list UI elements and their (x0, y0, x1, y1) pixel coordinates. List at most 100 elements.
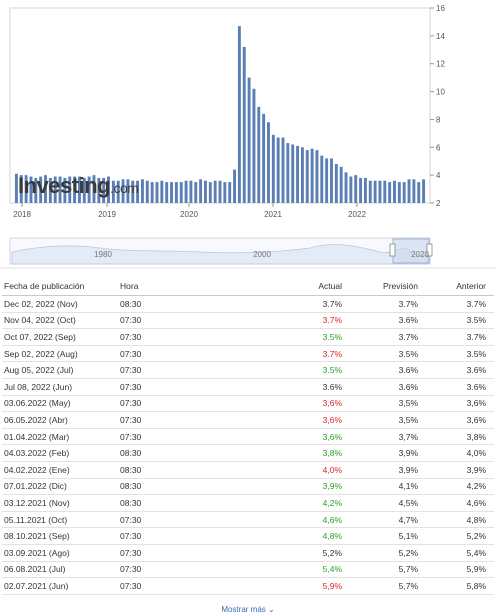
cell-prevision: 3.6% (350, 312, 426, 330)
bar (223, 182, 227, 203)
cell-hora: 08:30 (118, 444, 202, 462)
bar (252, 88, 256, 203)
cell-anterior: 3,6% (426, 411, 494, 429)
bar (354, 175, 358, 203)
header-anterior[interactable]: Anterior (426, 277, 494, 296)
bar (19, 175, 23, 203)
bar (325, 158, 329, 203)
cell-fecha: Oct 07, 2022 (Sep) (2, 328, 118, 346)
cell-actual: 3.7% (202, 345, 350, 363)
cell-hora: 07:30 (118, 312, 202, 330)
navigator-tick-label: 1980 (94, 250, 112, 259)
cell-actual: 3,9% (202, 478, 350, 496)
cell-actual: 3.7% (202, 295, 350, 313)
bar (92, 175, 96, 203)
bar (286, 143, 290, 203)
table-row: 07.01.2022 (Dic) 08:30 3,9% 4,1% 4,2% (2, 478, 494, 496)
cell-actual: 4,8% (202, 527, 350, 545)
y-tick-label: 12 (436, 60, 445, 69)
bar (44, 175, 47, 203)
bar (330, 158, 333, 203)
cell-anterior: 3.7% (426, 328, 494, 346)
cell-fecha: 03.09.2021 (Ago) (2, 544, 118, 562)
bar (363, 177, 367, 203)
bar (174, 182, 178, 203)
cell-actual: 5,4% (202, 561, 350, 579)
cell-prevision: 3,9% (350, 461, 426, 479)
table-row: 04.02.2022 (Ene) 08:30 4,0% 3,9% 3,9% (2, 461, 494, 479)
bar (48, 177, 52, 203)
cell-prevision: 3.6% (350, 378, 426, 396)
header-fecha[interactable]: Fecha de publicación (2, 277, 118, 296)
bar (24, 175, 28, 203)
bar (233, 169, 236, 203)
cell-fecha: Aug 05, 2022 (Jul) (2, 361, 118, 379)
cell-anterior: 3,9% (426, 461, 494, 479)
cell-hora: 07:30 (118, 395, 202, 413)
x-tick-label: 2021 (264, 210, 282, 219)
bar-chart[interactable]: 2 4 6 8 10 12 14 16 2018 2019 2020 2021 2022 1980 20… (0, 0, 496, 270)
bar (68, 176, 72, 203)
bar (102, 177, 106, 203)
cell-prevision: 4,5% (350, 494, 426, 512)
cell-anterior: 5,9% (426, 561, 494, 579)
navigator-tick-label: 2000 (253, 250, 271, 259)
cell-anterior: 4,8% (426, 511, 494, 529)
header-hora[interactable]: Hora (118, 277, 202, 296)
navigator-handle-left (389, 243, 396, 257)
bar (383, 180, 387, 203)
cell-prevision: 4,7% (350, 511, 426, 529)
bar (213, 180, 217, 203)
show-more-link[interactable]: Mostrar más ⌄ (221, 605, 275, 614)
bar (170, 182, 173, 203)
bar (397, 182, 401, 203)
x-tick-label: 2019 (98, 210, 116, 219)
cell-actual: 3,8% (202, 444, 350, 462)
cell-actual: 3.5% (202, 328, 350, 346)
cell-hora: 07:30 (118, 411, 202, 429)
table-row: 08.10.2021 (Sep) 07:30 4,8% 5,1% 5,2% (2, 527, 494, 545)
bar (257, 106, 261, 203)
chart-area[interactable]: 2 4 6 8 10 12 14 16 2018 2019 2020 2021 2022 1980 20… (0, 0, 496, 270)
table-row: 05.11.2021 (Oct) 07:30 4,6% 4,7% 4,8% (2, 511, 494, 529)
table-row: Nov 04, 2022 (Oct) 07:30 3.7% 3.6% 3.5% (2, 312, 494, 330)
header-prevision[interactable]: Previsión (350, 277, 426, 296)
bar (131, 180, 135, 203)
cell-actual: 3,6% (202, 428, 350, 446)
table-row: Aug 05, 2022 (Jul) 07:30 3.5% 3.6% 3.6% (2, 361, 494, 379)
cell-prevision: 3.7% (350, 328, 426, 346)
y-tick-label: 16 (436, 4, 445, 13)
cell-hora: 07:30 (118, 428, 202, 446)
cell-fecha: Sep 02, 2022 (Aug) (2, 345, 118, 363)
cell-fecha: 06.05.2022 (Abr) (2, 411, 118, 429)
bar (344, 172, 348, 203)
bar (63, 177, 67, 203)
bar (58, 176, 62, 203)
table-row: 06.05.2022 (Abr) 07:30 3,6% 3,5% 3,6% (2, 411, 494, 429)
cell-actual: 3.6% (202, 378, 350, 396)
y-tick-label: 8 (436, 115, 441, 124)
cell-fecha: 06.08.2021 (Jul) (2, 561, 118, 579)
header-actual[interactable]: Actual (202, 277, 350, 296)
navigator-tick-label: 2020 (411, 250, 429, 259)
bar (359, 177, 363, 203)
bar (276, 137, 280, 203)
bar (291, 144, 295, 203)
cell-actual: 3,6% (202, 411, 350, 429)
cell-anterior: 3.5% (426, 345, 494, 363)
bar (320, 155, 324, 203)
bar (271, 134, 275, 203)
cell-actual: 4,0% (202, 461, 350, 479)
bar (77, 176, 81, 203)
cell-actual: 3.5% (202, 361, 350, 379)
history-table: Fecha de publicación Hora Actual Previsi… (2, 277, 494, 595)
cell-prevision: 3,5% (350, 395, 426, 413)
bar (228, 182, 232, 203)
cell-fecha: 03.06.2022 (May) (2, 395, 118, 413)
cell-hora: 08:30 (118, 461, 202, 479)
bar (165, 182, 169, 203)
bar (305, 150, 309, 203)
cell-hora: 08:30 (118, 494, 202, 512)
cell-actual: 5,2% (202, 544, 350, 562)
bar (417, 182, 421, 203)
